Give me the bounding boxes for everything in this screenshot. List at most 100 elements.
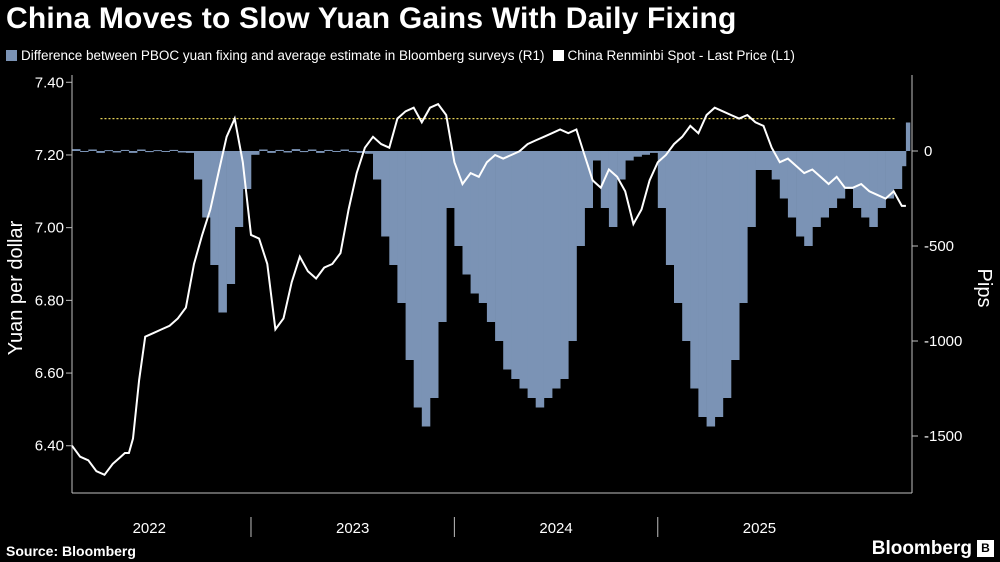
fixing-difference-bar bbox=[503, 151, 512, 370]
fixing-difference-bar bbox=[901, 151, 907, 167]
fixing-difference-bar bbox=[137, 149, 146, 151]
left-tick-label: 7.40 bbox=[35, 74, 64, 91]
fixing-difference-bar bbox=[535, 151, 545, 408]
fixing-difference-bar bbox=[568, 151, 577, 341]
source-note: Source: Bloomberg bbox=[6, 543, 136, 559]
fixing-difference-bar bbox=[844, 151, 854, 189]
fixing-difference-bar bbox=[665, 151, 675, 265]
fixing-difference-bar bbox=[796, 151, 805, 237]
fixing-difference-bar bbox=[462, 151, 471, 275]
right-tick-label: -1000 bbox=[924, 333, 962, 350]
renminbi-spot-line bbox=[71, 102, 906, 477]
fixing-difference-bar bbox=[698, 151, 707, 417]
fixing-difference-bar bbox=[682, 151, 691, 341]
fixing-difference-bar bbox=[316, 151, 325, 153]
fixing-difference-bar bbox=[552, 151, 561, 389]
x-axis-ticks: 2022 2023 2024 2025 bbox=[133, 517, 776, 537]
fixing-difference-bar bbox=[177, 151, 187, 153]
fixing-difference-bar bbox=[861, 151, 870, 218]
fixing-difference-bar bbox=[722, 151, 732, 398]
fixing-difference-bar bbox=[820, 151, 829, 218]
left-axis-label: Yuan per dollar bbox=[5, 220, 27, 355]
fixing-difference-bar bbox=[234, 151, 244, 227]
fixing-difference-bar bbox=[104, 150, 113, 152]
fixing-difference-bar bbox=[885, 151, 895, 199]
fixing-difference-bar bbox=[893, 151, 903, 189]
fixing-difference-bar bbox=[210, 151, 219, 265]
fixing-difference-bar bbox=[625, 151, 634, 161]
fixing-difference-bar bbox=[332, 151, 341, 152]
fixing-difference-bar bbox=[771, 151, 781, 180]
right-tick-label: -1500 bbox=[924, 428, 962, 445]
fixing-difference-bar bbox=[218, 151, 227, 313]
legend-label-fixing-difference: Difference between PBOC yuan fixing and … bbox=[21, 48, 545, 63]
fixing-difference-bar bbox=[112, 151, 122, 153]
fixing-difference-bar bbox=[486, 151, 496, 322]
fixing-difference-bar bbox=[519, 151, 528, 389]
fixing-difference-bar bbox=[584, 151, 593, 208]
x-tick-label: 2023 bbox=[336, 520, 369, 537]
fixing-difference-bar bbox=[340, 149, 349, 151]
fixing-difference-bar bbox=[470, 151, 480, 294]
fixing-difference-bar bbox=[690, 151, 699, 389]
brand-logo: Bloomberg bbox=[871, 538, 972, 559]
legend: Difference between PBOC yuan fixing and … bbox=[6, 48, 803, 63]
fixing-difference-bar bbox=[657, 151, 667, 208]
fixing-difference-bar bbox=[96, 151, 105, 153]
fixing-difference-bar bbox=[633, 151, 642, 157]
fixing-difference-bar bbox=[405, 151, 415, 360]
fixing-difference-bar bbox=[161, 151, 170, 152]
fixing-difference-bar bbox=[194, 151, 203, 180]
fixing-difference-bars bbox=[72, 122, 911, 427]
fixing-difference-bar bbox=[592, 151, 602, 161]
right-axis-label: Pips bbox=[973, 269, 995, 308]
fixing-difference-bar bbox=[560, 151, 569, 379]
fixing-difference-bar bbox=[80, 151, 89, 152]
x-tick-label: 2024 bbox=[539, 520, 572, 537]
right-tick-label: 0 bbox=[924, 143, 932, 160]
left-tick-label: 6.40 bbox=[35, 438, 64, 455]
fixing-difference-bar bbox=[731, 151, 740, 360]
fixing-difference-bar bbox=[617, 151, 626, 180]
fixing-difference-bar bbox=[348, 151, 358, 153]
fixing-difference-bar bbox=[356, 151, 366, 153]
fixing-difference-bar bbox=[145, 151, 154, 153]
fixing-difference-bar bbox=[291, 149, 301, 151]
fixing-difference-bar bbox=[877, 151, 886, 208]
fixing-difference-bar bbox=[446, 151, 455, 208]
fixing-difference-bar bbox=[299, 151, 309, 153]
fixing-difference-bar bbox=[869, 151, 878, 227]
fixing-difference-bar bbox=[120, 149, 130, 151]
fixing-difference-bar bbox=[714, 151, 724, 417]
fixing-difference-bar bbox=[543, 151, 553, 398]
fixing-difference-bar bbox=[495, 151, 504, 341]
fixing-difference-bar bbox=[324, 149, 333, 151]
fixing-difference-bar bbox=[787, 151, 797, 218]
fixing-difference-bar bbox=[169, 149, 179, 151]
fixing-difference-bar bbox=[478, 151, 488, 303]
fixing-difference-bar bbox=[674, 151, 683, 303]
left-axis-ticks: 6.40 6.60 6.80 7.00 7.20 7.40 bbox=[35, 74, 72, 455]
left-tick-label: 7.20 bbox=[35, 147, 64, 164]
fixing-difference-bar bbox=[242, 151, 252, 189]
axes bbox=[71, 75, 913, 494]
legend-label-renminbi-spot: China Renminbi Spot - Last Price (L1) bbox=[567, 48, 795, 63]
fixing-difference-bar bbox=[153, 150, 162, 152]
fixing-difference-bar bbox=[763, 151, 772, 170]
left-tick-label: 6.60 bbox=[35, 365, 64, 382]
right-tick-label: -500 bbox=[924, 238, 954, 255]
fixing-difference-bar bbox=[72, 149, 81, 151]
fixing-difference-bar bbox=[804, 151, 813, 246]
fixing-difference-bar bbox=[706, 151, 716, 427]
fixing-difference-bar bbox=[364, 151, 374, 154]
fixing-difference-bar bbox=[267, 151, 276, 153]
legend-item-renminbi-spot: China Renminbi Spot - Last Price (L1) bbox=[552, 48, 795, 63]
fixing-difference-bar bbox=[836, 151, 846, 199]
fixing-difference-bar bbox=[251, 151, 260, 155]
fixing-difference-bar bbox=[381, 151, 390, 237]
fixing-difference-bar bbox=[511, 151, 520, 379]
x-tick-label: 2022 bbox=[133, 520, 166, 537]
fixing-difference-bar bbox=[307, 149, 317, 151]
fixing-difference-bar bbox=[739, 151, 748, 303]
